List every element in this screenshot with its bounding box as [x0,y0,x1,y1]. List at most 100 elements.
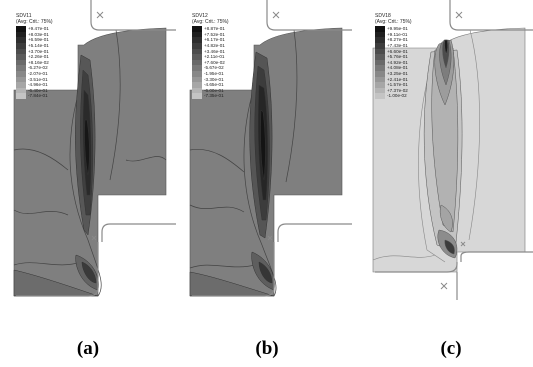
legend-row: +5.14e-01 [16,42,92,49]
legend-level: +5.14e-01 [28,42,49,48]
legend-level: +6.59e-01 [28,37,49,43]
legend-level: +3.46e-01 [204,48,225,54]
legend-level: -6.40e-01 [28,87,48,93]
legend-swatch [375,48,385,55]
legend-swatch [375,42,385,49]
caption-c: (c) [440,338,462,359]
contour-panel-a: SDV11 (Avg: Crit.: 75%) +9.47e-01 +8.03e-… [6,0,176,300]
legend-swatch [16,48,26,55]
legend-rows: +9.47e-01 +8.03e-01 +6.59e-01 +5.14e-01 +3.7… [16,26,92,99]
contour-plot-c [372,0,533,300]
legend-level: +9.11e-01 [387,31,408,37]
legend-swatch [192,54,202,60]
legend-row: +4.82e-01 [192,42,268,49]
legend-averaging: (Avg: Crit.: 75%) [192,18,229,25]
contour-plot-a [13,0,176,297]
legend-row: +7.37e-02 [375,87,451,94]
caption-b: (b) [255,338,279,359]
legend-level: +7.43e-01 [387,42,408,48]
legend-row: +8.16e-02 [16,59,92,66]
legend-row: +3.25e-01 [375,70,451,77]
legend-swatch [16,70,26,77]
legend-rows: +8.87e-01 +7.52e-01 +6.17e-01 +4.82e-01 +3.4… [192,26,268,99]
legend-swatch [192,26,202,32]
legend-swatch [16,42,26,49]
legend-level: +2.41e-01 [387,76,408,82]
legend-swatch [375,93,385,99]
legend-level: -6.00e-01 [204,87,224,93]
legend-level: -1.00e-02 [387,93,407,99]
legend-rows: +9.95e-01 +9.11e-01 +8.27e-01 +7.43e-01 +6.6… [375,26,451,99]
legend-level: +8.87e-01 [204,26,225,32]
legend-level: -3.51e-01 [28,76,48,82]
legend-row: -7.84e-01 [16,93,92,99]
legend-row: +7.52e-01 [192,31,268,38]
legend-level: -2.07e-01 [28,70,48,76]
legend-swatch [375,87,385,94]
contour-panel-c: SDV18 (Avg: Crit.: 75%) +9.95e-01 +9.11e-… [365,0,533,300]
legend-swatch [16,31,26,38]
legend-level: +4.82e-01 [204,42,225,48]
legend-swatch [16,26,26,32]
legend-row: -6.00e-01 [192,87,268,94]
legend-swatch [192,87,202,94]
legend-swatch [375,65,385,71]
legend-b: SDV12 (Avg: Crit.: 75%) +8.87e-01 +7.52e-… [192,13,268,99]
legend-row: +7.43e-01 [375,42,451,49]
legend-row: +2.11e-01 [192,54,268,60]
legend-level: +8.03e-01 [28,31,49,37]
legend-swatch [375,59,385,66]
legend-level: -5.67e-02 [204,65,224,71]
legend-level: +8.27e-01 [387,37,408,43]
legend-swatch [192,59,202,66]
legend-c: SDV18 (Avg: Crit.: 75%) +9.95e-01 +9.11e-… [375,13,451,99]
legend-level: +3.70e-01 [28,48,49,54]
legend-row: +2.41e-01 [375,76,451,83]
legend-row: +2.26e-01 [16,54,92,60]
legend-level: -7.84e-01 [28,93,48,99]
caption-a: (a) [76,338,100,359]
legend-swatch [192,76,202,83]
legend-swatch [16,65,26,71]
legend-level: -6.27e-02 [28,65,48,71]
legend-row: +6.60e-01 [375,48,451,55]
legend-swatch [16,54,26,60]
legend-level: +4.92e-01 [387,59,408,65]
legend-a: SDV11 (Avg: Crit.: 75%) +9.47e-01 +8.03e-… [16,13,92,99]
legend-swatch [192,42,202,49]
legend-level: +7.37e-02 [387,87,408,93]
legend-row: -4.96e-01 [16,82,92,88]
legend-swatch [375,54,385,60]
legend-row: -6.27e-02 [16,65,92,71]
legend-level: +2.11e-01 [204,54,225,60]
legend-level: +9.47e-01 [28,26,49,32]
legend-swatch [375,70,385,77]
legend-row: -1.00e-02 [375,93,451,99]
legend-level: +5.76e-01 [387,54,408,60]
legend-level: +8.16e-02 [28,59,49,65]
legend-level: -4.65e-01 [204,82,224,88]
legend-level: +2.26e-01 [28,54,49,60]
legend-swatch [192,31,202,38]
legend-row: +3.70e-01 [16,48,92,55]
legend-variable: SDV11 [16,13,32,19]
legend-row: -6.40e-01 [16,87,92,94]
legend-row: -1.95e-01 [192,70,268,77]
legend-swatch [192,48,202,55]
legend-swatch [16,37,26,43]
legend-row: -5.67e-02 [192,65,268,71]
legend-swatch [192,37,202,43]
legend-swatch [375,37,385,43]
legend-row: +9.95e-01 [375,26,451,32]
legend-row: -4.65e-01 [192,82,268,88]
legend-row: +8.87e-01 [192,26,268,32]
legend-level: +4.08e-01 [387,65,408,71]
legend-swatch [16,87,26,94]
legend-level: +7.52e-01 [204,31,225,37]
legend-averaging: (Avg: Crit.: 75%) [16,18,53,25]
legend-row: +3.46e-01 [192,48,268,55]
legend-row: +4.92e-01 [375,59,451,66]
legend-level: +3.25e-01 [387,70,408,76]
legend-swatch [16,93,26,99]
legend-level: -1.95e-01 [204,70,224,76]
